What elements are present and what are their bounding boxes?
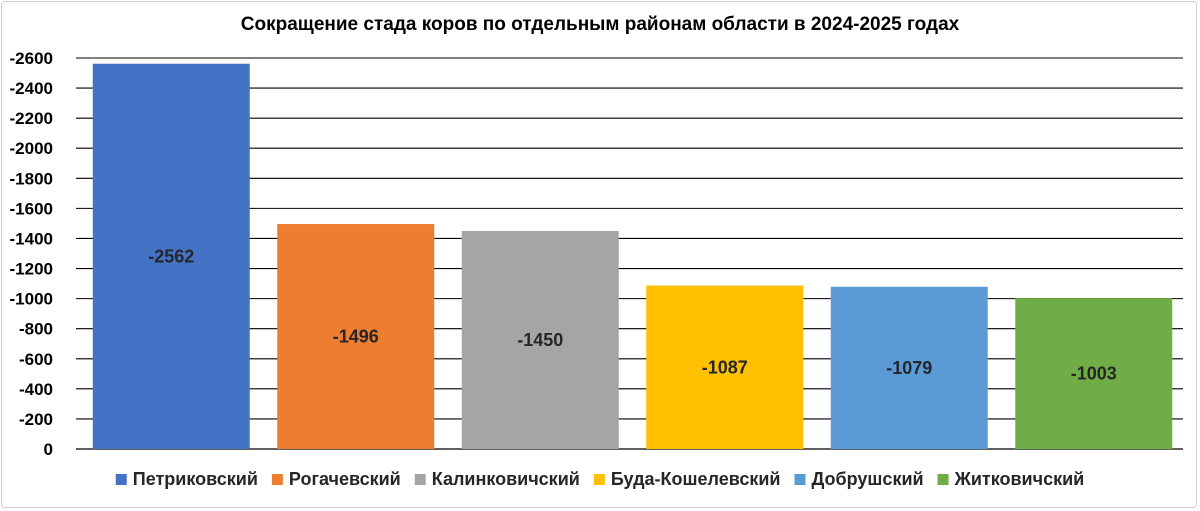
y-tick-label: -2400 <box>10 79 53 98</box>
y-tick-label: -1400 <box>10 229 53 248</box>
data-label: -1003 <box>1071 364 1117 384</box>
data-label: -2562 <box>148 246 194 266</box>
bar-6 <box>1015 298 1173 449</box>
legend-item: Рогачевский <box>271 469 401 489</box>
data-label: -1496 <box>333 327 379 347</box>
legend-swatch <box>414 474 426 485</box>
data-label: -1087 <box>702 357 748 377</box>
y-tick-label: -1200 <box>10 260 53 279</box>
bar-2 <box>277 224 435 449</box>
legend-label: Рогачевский <box>289 469 401 489</box>
legend-item: Добрушский <box>794 469 924 489</box>
y-tick-label: -2600 <box>10 49 53 68</box>
bar-5 <box>830 286 988 449</box>
y-tick-label: -600 <box>19 350 53 369</box>
y-tick-label: -800 <box>19 320 53 339</box>
legend-item: Буда-Кошелевский <box>593 469 781 489</box>
y-tick-label: -1800 <box>10 169 53 188</box>
legend-item: Житковичский <box>937 469 1085 489</box>
data-labels: -2562 -1496 -1450 -1087 -1079 -1003 <box>148 246 1117 383</box>
bar-3 <box>461 230 619 449</box>
legend-label: Буда-Кошелевский <box>611 469 781 489</box>
grid-lines <box>76 57 1183 450</box>
legend: Петриковский Рогачевский Калинковичский Буд… <box>115 469 1085 489</box>
bar-4 <box>646 285 804 449</box>
data-label: -1079 <box>886 358 932 378</box>
legend-swatch <box>794 474 806 485</box>
legend-label: Житковичский <box>954 469 1085 489</box>
legend-label: Калинковичский <box>432 469 580 489</box>
data-label: -1450 <box>517 330 563 350</box>
legend-item: Петриковский <box>115 469 258 489</box>
bars <box>92 63 1173 450</box>
y-tick-label: -200 <box>19 410 53 429</box>
legend-item: Калинковичский <box>414 469 580 489</box>
y-tick-label: -2000 <box>10 139 53 158</box>
legend-swatch <box>115 474 127 485</box>
y-tick-label: -1600 <box>10 199 53 218</box>
legend-swatch <box>593 474 605 485</box>
legend-label: Добрушский <box>812 469 924 489</box>
chart-title: Сокращение стада коров по отдельным райо… <box>241 14 960 35</box>
y-tick-label: 0 <box>44 440 53 459</box>
y-axis-ticks: 0 -200 -400 -600 -800 -1000 -1200 -1400 -1600 -18… <box>10 49 53 459</box>
legend-swatch <box>271 474 283 485</box>
y-tick-label: -1000 <box>10 290 53 309</box>
y-tick-label: -2200 <box>10 109 53 128</box>
legend-swatch <box>937 474 949 485</box>
legend-label: Петриковский <box>133 469 258 489</box>
bar-1 <box>92 63 250 450</box>
y-tick-label: -400 <box>19 380 53 399</box>
